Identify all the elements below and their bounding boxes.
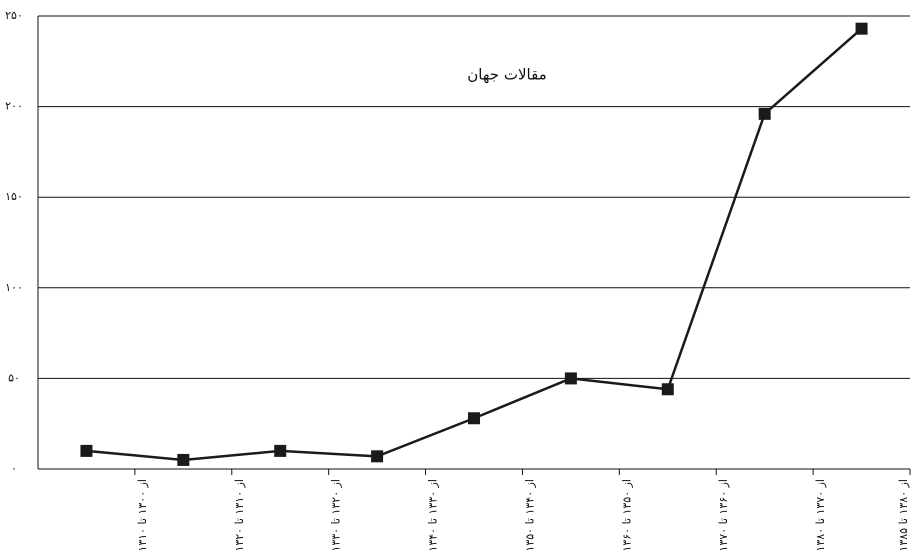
y-tick-label: ۱۵۰ <box>5 190 23 203</box>
y-tick-label: ۲۰۰ <box>5 100 23 113</box>
marker <box>80 444 93 457</box>
y-tick-label: ۱۰۰ <box>5 281 23 294</box>
x-tick-label: از ۱۳۱۰ تا ۱۳۲۰ <box>233 479 246 552</box>
marker <box>564 372 577 385</box>
y-tick-label: ۵۰ <box>8 371 20 384</box>
x-tick-label: از ۱۳۲۰ تا ۱۳۳۰ <box>330 479 343 552</box>
x-tick-label: از ۱۳۴۰ تا ۱۳۵۰ <box>523 479 536 552</box>
x-tick-label: از ۱۳۳۰ تا ۱۳۴۰ <box>427 479 440 552</box>
y-tick-label: ۰ <box>11 462 17 475</box>
x-tick-label: از ۱۳۶۰ تا ۱۳۷۰ <box>717 479 730 552</box>
x-tick-label: از ۱۳۸۰ تا ۱۳۸۵ <box>897 479 910 552</box>
marker <box>661 383 674 396</box>
marker <box>371 450 384 463</box>
marker <box>468 412 480 425</box>
marker <box>855 22 868 35</box>
x-tick-label: از ۱۳۵۰ تا ۱۳۶۰ <box>620 479 633 552</box>
x-tick-label: از ۱۳۰۰ تا ۱۳۱۰ <box>136 479 149 552</box>
series-line <box>86 27 863 462</box>
chart-title: مقالات جهان <box>467 66 546 84</box>
marker <box>177 453 190 466</box>
x-tick-label: از ۱۳۷۰ تا ۱۳۸۰ <box>814 479 827 552</box>
marker <box>274 444 287 457</box>
marker <box>758 107 771 120</box>
y-tick-label: ۲۵۰ <box>5 9 23 22</box>
